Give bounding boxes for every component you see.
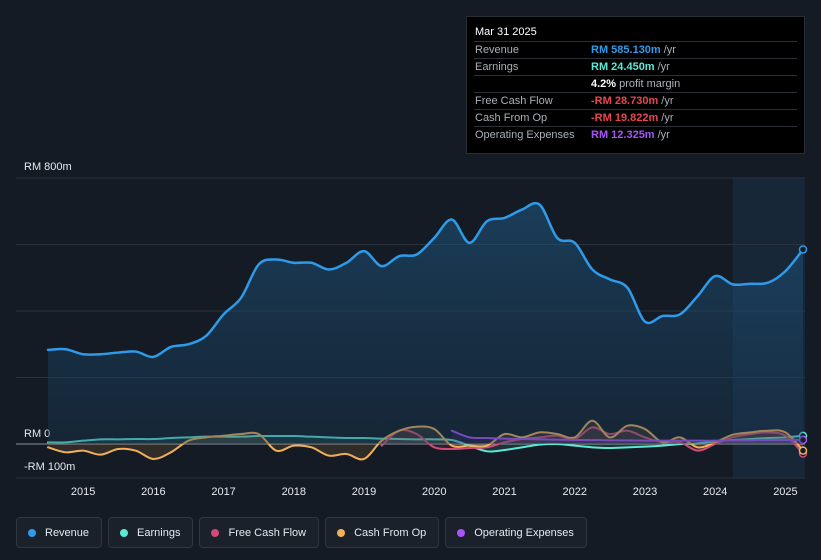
tooltip-panel: Mar 31 2025 Revenue RM 585.130m/yr Earning… xyxy=(466,16,805,154)
tooltip-row: Revenue RM 585.130m/yr xyxy=(474,41,797,58)
y-axis-label-top: RM 800m xyxy=(24,161,72,173)
tooltip-row-value: RM 24.450m xyxy=(591,61,655,73)
legend-dot-icon xyxy=(211,528,220,537)
tooltip-date: Mar 31 2025 xyxy=(475,26,537,38)
legend-label: Operating Expenses xyxy=(474,526,574,539)
x-tick-label: 2024 xyxy=(703,486,727,498)
tooltip-row-value: -RM 19.822m xyxy=(591,112,659,124)
y-axis-label-zero: RM 0 xyxy=(24,428,50,440)
cash-from-op-end-marker xyxy=(798,446,808,455)
tooltip-row: 4.2% profit margin xyxy=(474,75,797,92)
tooltip-row: Cash From Op -RM 19.822m/yr xyxy=(474,109,797,126)
tooltip-row-unit: /yr xyxy=(657,129,670,141)
y-axis-label-bottom: -RM 100m xyxy=(24,461,75,473)
tooltip-row-value: RM 585.130m xyxy=(591,44,661,56)
tooltip-row-value: 4.2% xyxy=(591,78,617,90)
legend-label: Revenue xyxy=(45,526,90,539)
legend-dot-icon xyxy=(337,528,346,537)
x-tick-label: 2022 xyxy=(563,486,587,498)
legend-item-earnings[interactable]: Earnings xyxy=(108,517,194,548)
legend-item-revenue[interactable]: Revenue xyxy=(16,517,103,548)
x-tick-label: 2018 xyxy=(282,486,306,498)
revenue-line xyxy=(46,201,805,359)
x-tick-label: 2025 xyxy=(773,486,797,498)
tooltip-row-label: Operating Expenses xyxy=(475,129,575,141)
x-tick-label: 2021 xyxy=(492,486,516,498)
legend-item-operating-expenses[interactable]: Operating Expenses xyxy=(445,517,587,548)
legend-dot-icon xyxy=(28,528,36,537)
x-tick-label: 2023 xyxy=(633,486,657,498)
legend-dot-icon xyxy=(120,528,129,537)
legend-label: Earnings xyxy=(137,526,181,539)
tooltip-row-value: -RM 28.730m xyxy=(591,95,659,107)
chart: RM 800m RM 0 -RM 100m 2015 2016 2017 2018 2019 2… xyxy=(16,161,808,498)
x-tick-label: 2015 xyxy=(71,486,95,498)
legend: Revenue Earnings Free Cash Flow Cash From O… xyxy=(16,517,587,548)
tooltip-row: Operating Expenses RM 12.325m/yr xyxy=(474,126,797,143)
legend-label: Free Cash Flow xyxy=(228,526,307,539)
legend-label: Cash From Op xyxy=(354,526,427,539)
tooltip-row-value: RM 12.325m xyxy=(591,129,655,141)
revenue-end-marker xyxy=(798,245,808,254)
legend-dot-icon xyxy=(457,528,466,537)
tooltip-row-unit: /yr xyxy=(663,44,676,56)
revenue-area xyxy=(48,203,803,444)
tooltip-row-unit: /yr xyxy=(661,112,674,124)
tooltip-row: Earnings RM 24.450m/yr xyxy=(474,58,797,75)
tooltip-row-label: Cash From Op xyxy=(475,112,548,124)
tooltip-row-label: Earnings xyxy=(475,61,519,73)
tooltip-row-label: Revenue xyxy=(475,44,520,56)
tooltip-row: Free Cash Flow -RM 28.730m/yr xyxy=(474,92,797,109)
tooltip-row-unit: /yr xyxy=(657,61,670,73)
x-tick-label: 2016 xyxy=(141,486,165,498)
tooltip-row-unit: profit margin xyxy=(619,78,681,90)
tooltip-row-unit: /yr xyxy=(661,95,674,107)
x-tick-label: 2017 xyxy=(211,486,235,498)
x-tick-label: 2019 xyxy=(352,486,376,498)
tooltip-row-label xyxy=(474,76,591,92)
tooltip-row-label: Free Cash Flow xyxy=(475,95,553,107)
x-tick-label: 2020 xyxy=(422,486,446,498)
legend-item-free-cash-flow[interactable]: Free Cash Flow xyxy=(199,517,320,548)
legend-item-cash-from-op[interactable]: Cash From Op xyxy=(325,517,440,548)
